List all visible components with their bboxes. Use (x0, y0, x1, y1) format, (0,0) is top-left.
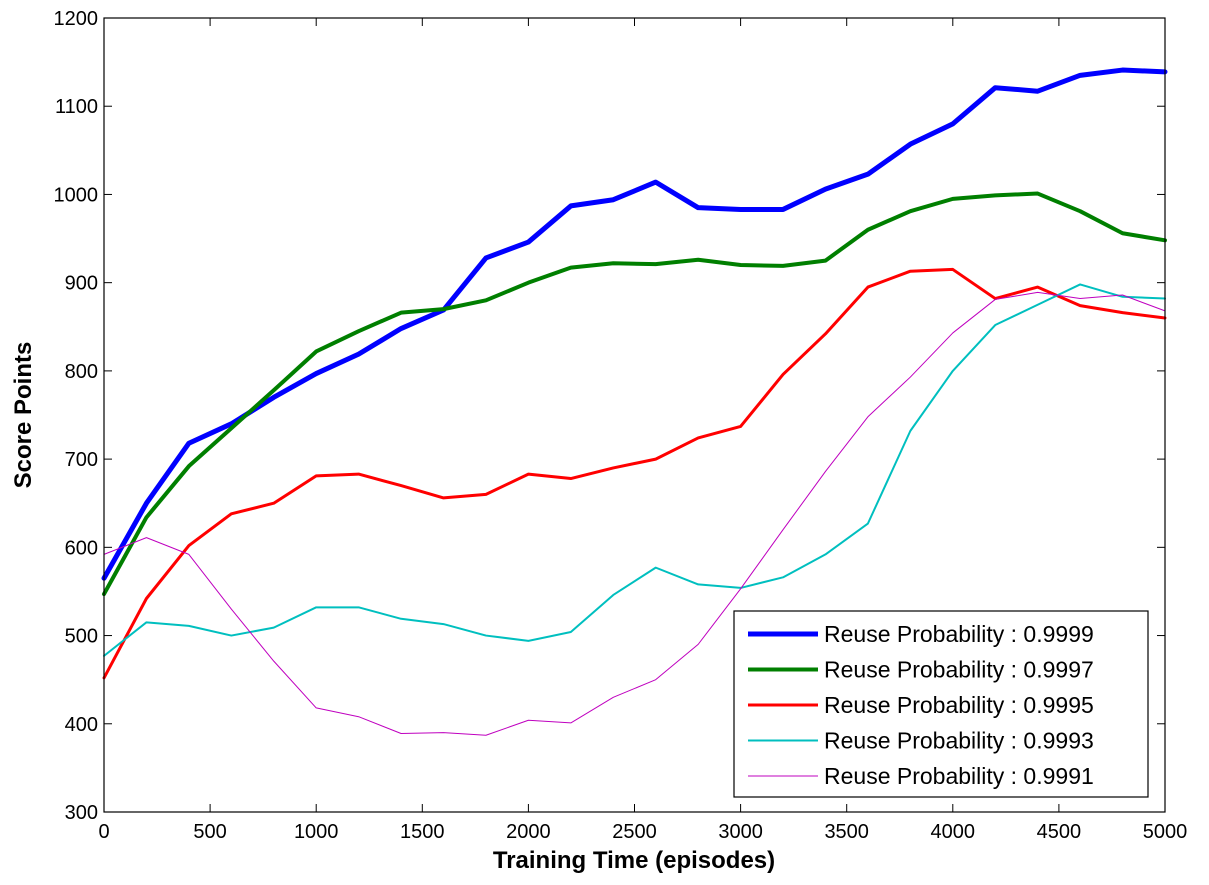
y-tick-label: 1200 (54, 8, 99, 30)
legend-items: Reuse Probability : 0.9999 Reuse Probabil… (748, 621, 1094, 789)
y-tick-label: 1000 (54, 184, 99, 206)
x-tick-label: 2500 (612, 821, 657, 843)
legend-label: Reuse Probability : 0.9995 (824, 692, 1094, 718)
y-tick-label: 700 (65, 449, 98, 471)
x-tick-label: 4500 (1037, 821, 1082, 843)
y-tick-label: 1100 (55, 96, 98, 118)
y-axis-title: Score Points (10, 342, 37, 489)
series-line-reuse-probability-0-9991 (103, 291, 1166, 736)
x-tick-label: 2000 (506, 821, 551, 843)
x-axis: 0 500 1000 1500 2000 2500 3000 3500 4000 4500 5000 (98, 18, 1187, 843)
y-tick-label: 900 (65, 273, 98, 295)
legend-label: Reuse Probability : 0.9999 (824, 621, 1094, 647)
y-tick-label: 600 (65, 537, 98, 559)
series-line-reuse-probability-0-9999 (101, 67, 1168, 581)
legend-label: Reuse Probability : 0.9993 (824, 728, 1094, 754)
series-line-reuse-probability-0-9997 (102, 191, 1167, 597)
x-axis-title: Training Time (episodes) (493, 847, 775, 874)
x-tick-label: 500 (193, 821, 226, 843)
x-tick-label: 1500 (400, 821, 445, 843)
y-tick-label: 500 (65, 626, 98, 648)
series-line-reuse-probability-0-9995 (102, 267, 1167, 680)
x-tick-label: 1000 (294, 821, 339, 843)
y-tick-label: 300 (65, 802, 98, 824)
legend-label: Reuse Probability : 0.9997 (824, 657, 1094, 683)
x-tick-label: 5000 (1143, 821, 1188, 843)
y-tick-label: 400 (65, 714, 98, 736)
series-layer (101, 67, 1168, 736)
y-axis: 300 400 500 600 700 800 900 1000 1100 1200 (54, 8, 1165, 824)
legend-label: Reuse Probability : 0.9991 (824, 763, 1094, 789)
legend: Reuse Probability : 0.9999 Reuse Probabil… (733, 610, 1149, 798)
x-tick-label: 3500 (824, 821, 869, 843)
x-tick-label: 3000 (718, 821, 763, 843)
series-line-reuse-probability-0-9993 (103, 283, 1166, 657)
x-tick-label: 4000 (931, 821, 976, 843)
x-tick-label: 0 (98, 821, 109, 843)
y-tick-label: 800 (65, 361, 98, 383)
